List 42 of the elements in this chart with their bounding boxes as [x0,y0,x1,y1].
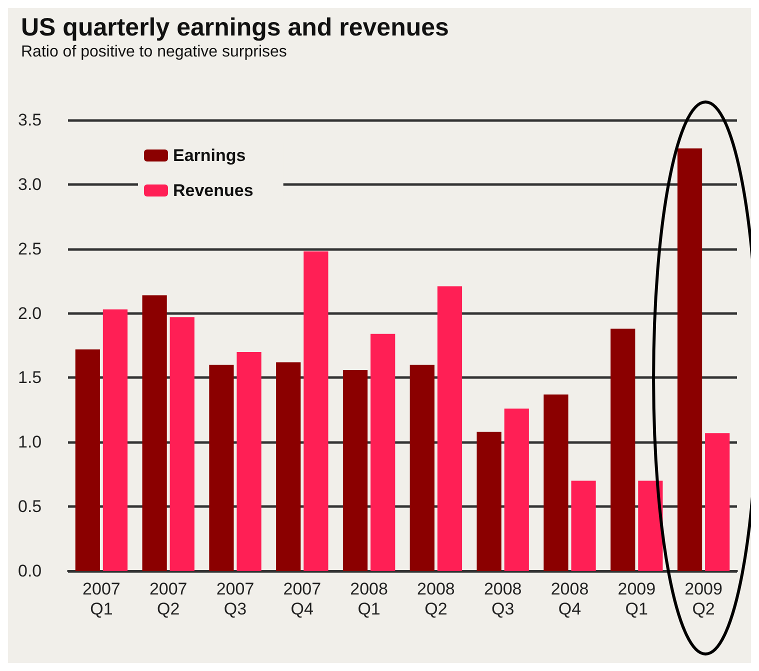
x-tick-label: 2007 Q1 [82,580,120,618]
x-tick-label: 2008 Q2 [417,580,455,618]
x-tick-label: 2007 Q3 [216,580,254,618]
bar [142,295,167,571]
bar [342,370,368,571]
y-tick-label: 0.0 [18,562,42,580]
x-tick-label: 2008 Q1 [350,580,388,618]
bar [476,432,502,571]
bar [677,148,702,571]
x-tick-label: 2007 Q4 [283,580,322,618]
y-tick-label: 2.0 [18,304,42,323]
y-tick-label: 1.5 [18,368,42,388]
x-tick-label: 2008 Q3 [484,580,522,618]
legend-label: Earnings [173,146,246,165]
y-tick-label: 0.5 [18,497,42,516]
bar [504,408,529,571]
bar [170,317,194,571]
bar [638,480,663,571]
chart-subtitle: Ratio of positive to negative surprises [21,44,287,60]
bar [544,394,568,571]
x-tick-label: 2009 Q2 [684,580,722,618]
bar [75,349,100,571]
y-tick-label: 3.0 [18,174,42,194]
x-tick-label: 2008 Q4 [550,580,589,618]
bar [410,364,434,571]
bar [102,309,128,571]
bar [370,334,396,571]
bar [610,328,636,571]
bar [304,251,328,571]
legend-label: Revenues [173,181,254,200]
chart-title: US quarterly earnings and revenues [21,14,449,42]
y-tick-label: 1.0 [18,432,42,452]
y-tick-label: 2.5 [18,239,42,258]
bar [236,352,262,571]
x-tick-label: 2007 Q2 [149,580,188,618]
bar [209,364,234,571]
bar [276,362,301,571]
bar [705,433,730,571]
y-tick-label: 3.5 [18,110,42,130]
bar [571,480,596,571]
x-tick-label: 2009 Q1 [618,580,656,618]
bar [437,286,462,571]
